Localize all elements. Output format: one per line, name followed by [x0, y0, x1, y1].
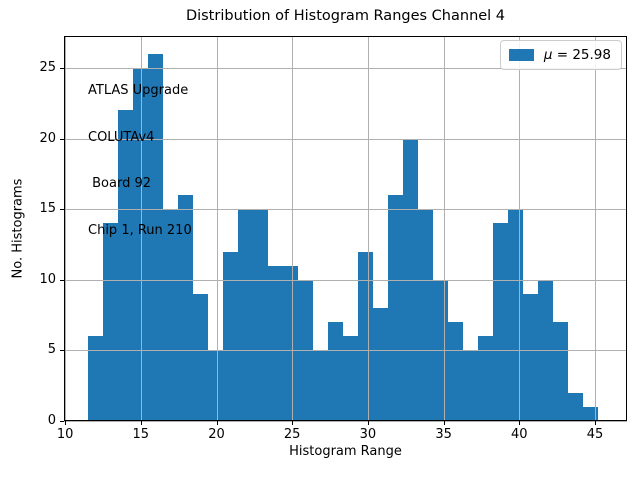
- histogram-bar: [492, 223, 508, 421]
- histogram-bar: [462, 350, 478, 421]
- histogram-bar: [372, 308, 388, 421]
- x-tick-mark: [140, 421, 142, 425]
- mu-symbol: μ: [543, 47, 553, 63]
- x-tick-mark: [216, 421, 218, 425]
- y-axis-label: No. Histograms: [10, 178, 26, 279]
- histogram-bar: [132, 68, 148, 421]
- x-tick-mark: [367, 421, 369, 425]
- y-tick-mark: [60, 209, 64, 211]
- annotation-line: ATLAS Upgrade: [88, 83, 189, 98]
- annotation-line: Chip 1, Run 210: [88, 222, 192, 238]
- histogram-bar: [162, 209, 178, 421]
- y-tick-label: 0: [47, 413, 56, 428]
- gridline-y: [64, 68, 627, 69]
- annotation-text-block: ATLAS Upgrade COLUTAv4 Board 92 Chip 1, …: [88, 52, 192, 269]
- histogram-bar: [522, 293, 538, 421]
- y-tick-mark: [60, 279, 64, 281]
- histogram-bar: [327, 322, 343, 421]
- gridline-x: [595, 36, 596, 421]
- y-tick-mark: [60, 350, 64, 352]
- histogram-bar: [252, 209, 268, 421]
- gridline-y: [64, 279, 627, 281]
- histogram-bar: [87, 336, 103, 421]
- legend-box: μ = 25.98: [499, 40, 622, 70]
- histogram-bar: [417, 209, 433, 421]
- annotation-line: Board 92: [88, 176, 152, 191]
- gridline-x: [443, 36, 445, 421]
- histogram-bar: [267, 265, 283, 421]
- y-tick-mark: [60, 138, 64, 140]
- gridline-x: [140, 36, 142, 421]
- histogram-bar: [552, 322, 568, 421]
- histogram-bar: [102, 223, 118, 421]
- chart-title: Distribution of Histogram Ranges Channel…: [185, 8, 506, 24]
- x-tick-label: 25: [283, 427, 301, 442]
- x-tick-label: 30: [359, 427, 377, 442]
- gridline-y: [64, 138, 627, 140]
- histogram-bar: [237, 209, 253, 421]
- gridline-y: [64, 209, 627, 211]
- y-tick-mark: [60, 68, 64, 69]
- x-tick-label: 35: [435, 427, 452, 442]
- histogram-bar: [312, 350, 328, 421]
- gridline-y: [64, 350, 627, 352]
- histogram-bar: [507, 209, 523, 421]
- histogram-bar: [222, 251, 238, 421]
- histogram-bar: [282, 265, 298, 421]
- legend-label: μ = 25.98: [544, 47, 611, 63]
- x-tick-label: 40: [511, 427, 528, 442]
- histogram-bar: [477, 336, 493, 421]
- x-axis-label: Histogram Range: [289, 444, 402, 459]
- annotation-line: COLUTAv4: [88, 129, 155, 145]
- histogram-bar: [147, 53, 163, 421]
- histogram-bar: [207, 350, 223, 421]
- gridline-x: [519, 36, 521, 421]
- x-tick-label: 20: [208, 427, 225, 442]
- y-tick-label: 10: [39, 271, 56, 287]
- histogram-bar: [342, 336, 358, 421]
- y-tick-label: 25: [39, 60, 56, 75]
- histogram-bar: [567, 392, 583, 421]
- histogram-bar: [387, 195, 403, 421]
- x-tick-mark: [443, 421, 445, 425]
- y-tick-label: 15: [39, 201, 56, 217]
- legend-color-swatch: [508, 49, 534, 61]
- x-tick-label: 15: [132, 427, 150, 442]
- x-tick-label: 10: [56, 427, 74, 442]
- x-tick-mark: [292, 421, 294, 425]
- y-tick-label: 20: [39, 130, 56, 146]
- gridline-x: [292, 36, 294, 421]
- histogram-bar: [177, 195, 193, 421]
- histogram-bar: [117, 110, 133, 421]
- x-tick-mark: [519, 421, 521, 425]
- x-tick-mark: [595, 421, 596, 425]
- x-tick-label: 45: [586, 427, 604, 442]
- legend-value: = 25.98: [556, 47, 611, 63]
- gridline-y: [64, 421, 627, 422]
- y-tick-label: 5: [47, 342, 56, 358]
- gridline-x: [216, 36, 218, 421]
- x-tick-mark: [65, 421, 67, 425]
- gridline-x: [65, 36, 67, 421]
- histogram-bar: [447, 322, 463, 421]
- plot-area: ATLAS Upgrade COLUTAv4 Board 92 Chip 1, …: [64, 36, 627, 422]
- gridline-x: [367, 36, 369, 421]
- histogram-bar: [582, 406, 598, 421]
- histogram-bar: [192, 293, 208, 421]
- y-tick-mark: [60, 421, 64, 422]
- histogram-bar: [357, 251, 373, 421]
